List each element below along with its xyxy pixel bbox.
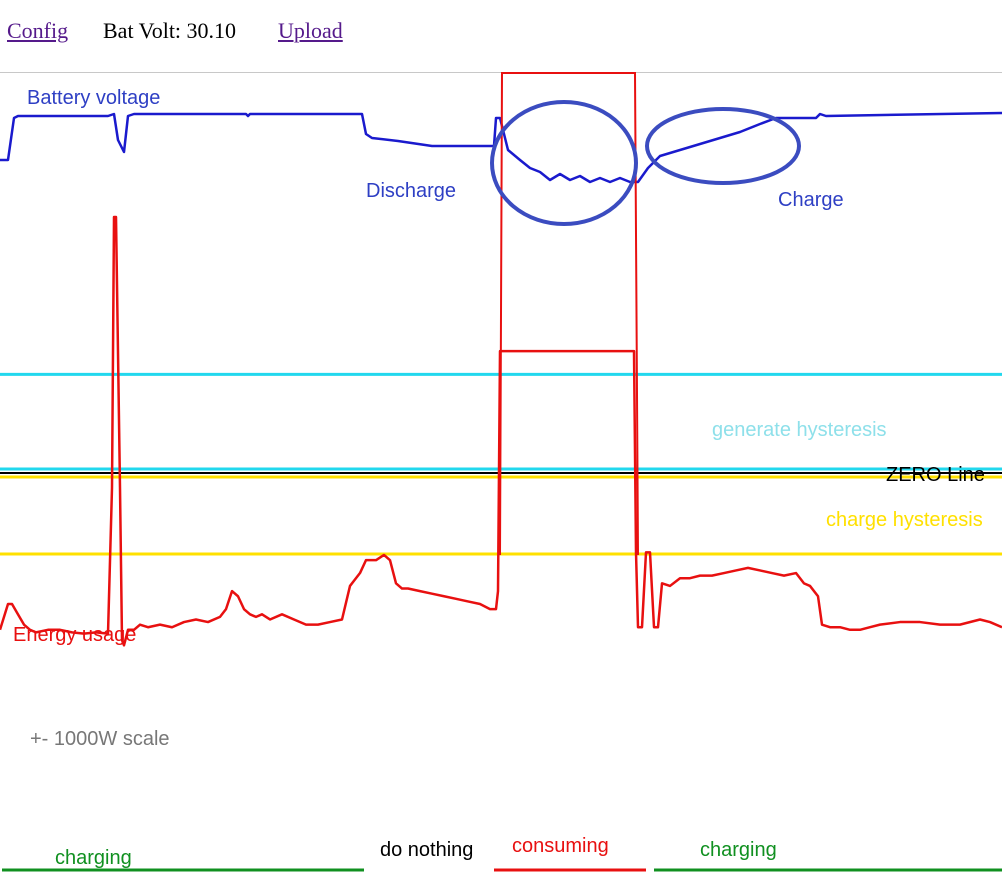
state-do-nothing-label: do nothing	[380, 839, 473, 861]
discharge-highlight-ellipse	[490, 100, 638, 226]
battery-voltage-line	[0, 111, 1002, 184]
energy-usage-line	[0, 215, 1002, 647]
scale-note-label: +- 1000W scale	[30, 728, 170, 750]
charge-label: Charge	[778, 189, 844, 211]
state-charging-1-label: charging	[55, 847, 132, 869]
config-link[interactable]: Config	[7, 18, 69, 43]
discharge-label: Discharge	[366, 180, 456, 202]
battery-voltage-readout: Bat Volt: 30.10	[103, 18, 236, 44]
top-nav: Config Bat Volt: 30.10 Upload	[0, 0, 1002, 72]
generate-hysteresis-label: generate hysteresis	[712, 419, 887, 441]
upload-link[interactable]: Upload	[278, 18, 343, 43]
zero-line-label: ZERO Line	[886, 464, 985, 486]
energy-usage-label: Energy usage	[13, 624, 136, 646]
charge-highlight-ellipse	[645, 107, 801, 185]
charge-hysteresis-label: charge hysteresis	[826, 509, 983, 531]
battery-voltage-label: Battery voltage	[27, 87, 160, 109]
voltage-prefix: Bat Volt:	[103, 18, 182, 43]
consuming-block-outline	[499, 72, 639, 556]
nav-divider	[0, 72, 1002, 73]
voltage-value: 30.10	[186, 18, 237, 43]
state-charging-2-label: charging	[700, 839, 777, 861]
state-consuming-label: consuming	[512, 835, 609, 857]
